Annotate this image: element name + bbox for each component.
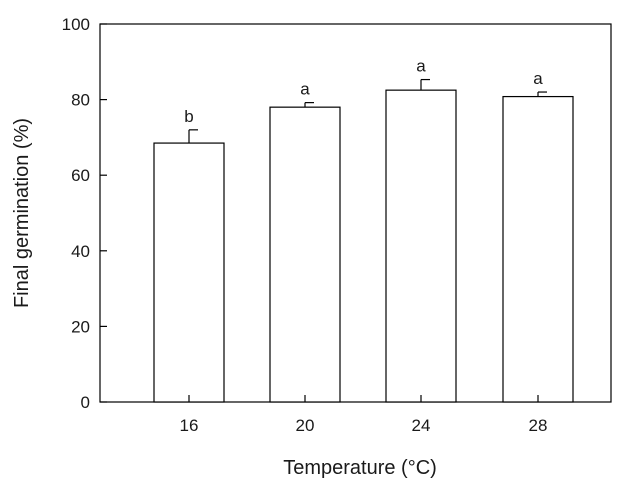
bar-28	[502, 95, 574, 403]
x-tick-label-24: 24	[412, 416, 431, 435]
y-tick-label: 80	[71, 91, 90, 110]
x-tick-label-20: 20	[296, 416, 315, 435]
x-axis-title: Temperature (°C)	[283, 457, 437, 479]
y-tick-label: 60	[71, 166, 90, 185]
bar-24	[385, 89, 457, 403]
significance-label-24: a	[416, 57, 426, 76]
y-tick-label: 40	[71, 242, 90, 261]
x-axis-ticks: 16 20 24 28	[180, 395, 548, 435]
significance-label-20: a	[300, 80, 310, 99]
bar-20	[269, 106, 341, 403]
y-axis-ticks: 0 20 40 60 80 100	[62, 15, 107, 412]
significance-label-28: a	[533, 69, 543, 88]
y-tick-label: 20	[71, 317, 90, 336]
significance-label-16: b	[184, 107, 193, 126]
y-tick-label: 0	[81, 393, 90, 412]
y-axis-title: Final germination (%)	[11, 118, 33, 308]
significance-labels-group: b a a a	[184, 57, 543, 126]
error-bars-group	[188, 78, 547, 144]
plot-frame	[99, 23, 612, 403]
y-tick-label: 100	[62, 15, 90, 34]
bars-group	[153, 89, 574, 403]
x-tick-label-16: 16	[180, 416, 199, 435]
x-tick-label-28: 28	[529, 416, 548, 435]
bar-16	[153, 142, 225, 403]
